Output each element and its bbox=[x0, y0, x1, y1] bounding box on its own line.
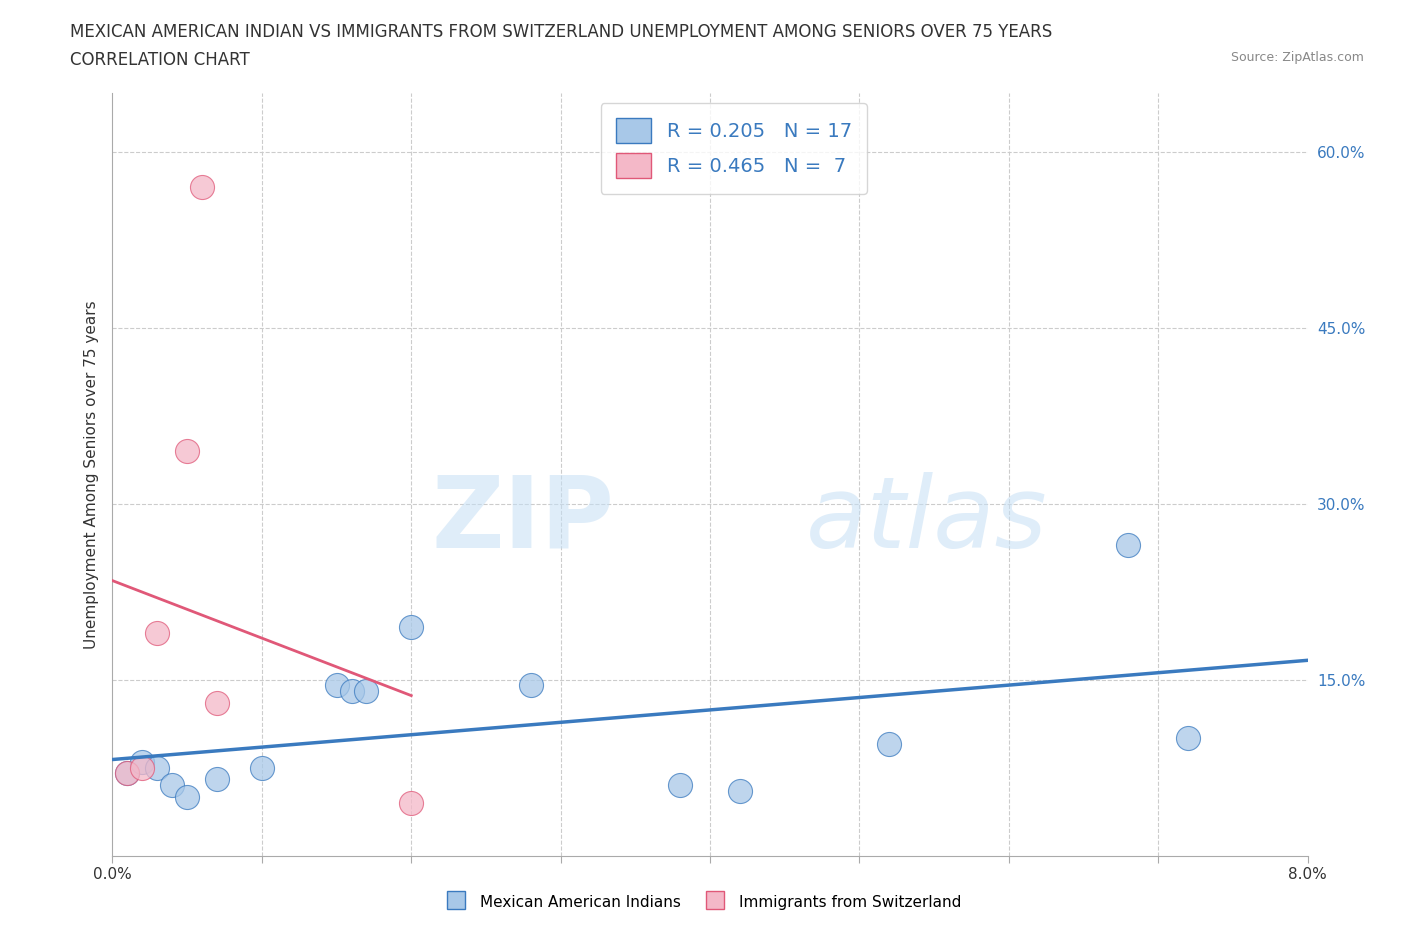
Point bbox=[877, 737, 901, 751]
Point bbox=[117, 766, 139, 781]
Point bbox=[131, 760, 153, 775]
Legend: Mexican American Indians, Immigrants from Switzerland: Mexican American Indians, Immigrants fro… bbox=[439, 887, 967, 918]
Text: Source: ZipAtlas.com: Source: ZipAtlas.com bbox=[1230, 51, 1364, 64]
Y-axis label: Unemployment Among Seniors over 75 years: Unemployment Among Seniors over 75 years bbox=[83, 300, 98, 648]
Point bbox=[669, 777, 692, 792]
Point bbox=[1177, 731, 1199, 746]
Point bbox=[401, 619, 423, 634]
Point bbox=[146, 625, 169, 640]
Text: atlas: atlas bbox=[806, 472, 1047, 568]
Point bbox=[340, 684, 363, 698]
Legend: R = 0.205   N = 17, R = 0.465   N =  7: R = 0.205 N = 17, R = 0.465 N = 7 bbox=[600, 102, 868, 193]
Point bbox=[117, 766, 139, 781]
Point bbox=[325, 678, 347, 693]
Point bbox=[146, 760, 169, 775]
Point bbox=[728, 784, 751, 799]
Text: ZIP: ZIP bbox=[432, 472, 614, 568]
Point bbox=[131, 754, 153, 769]
Point bbox=[176, 444, 198, 458]
Text: CORRELATION CHART: CORRELATION CHART bbox=[70, 51, 250, 69]
Point bbox=[250, 760, 273, 775]
Point bbox=[356, 684, 378, 698]
Point bbox=[401, 795, 423, 810]
Point bbox=[1118, 538, 1140, 552]
Point bbox=[176, 790, 198, 804]
Point bbox=[520, 678, 543, 693]
Point bbox=[205, 772, 228, 787]
Point bbox=[205, 696, 228, 711]
Text: MEXICAN AMERICAN INDIAN VS IMMIGRANTS FROM SWITZERLAND UNEMPLOYMENT AMONG SENIOR: MEXICAN AMERICAN INDIAN VS IMMIGRANTS FR… bbox=[70, 23, 1053, 41]
Point bbox=[191, 179, 214, 194]
Point bbox=[162, 777, 183, 792]
